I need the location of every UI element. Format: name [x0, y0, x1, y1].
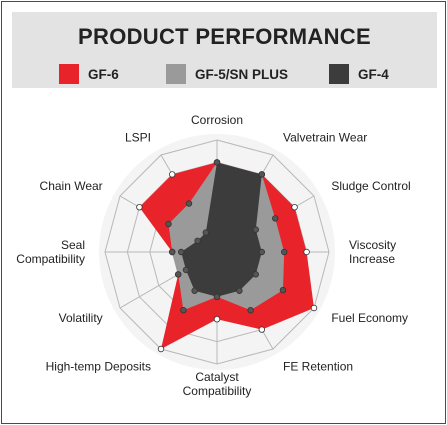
series-point-gf-4-8	[182, 266, 190, 274]
series-point-gf-4-10	[194, 237, 201, 244]
axis-label-11: LSPI	[125, 131, 151, 145]
legend-label-gf6: GF-6	[88, 66, 119, 82]
radar-series	[136, 159, 318, 353]
series-area-gf-4	[181, 162, 262, 297]
series-point-gf-4-6	[213, 293, 221, 300]
legend-swatch-gf4	[329, 64, 349, 84]
axis-label-1: Valvetrain Wear	[283, 131, 367, 145]
series-point-gf-6-11	[168, 171, 176, 178]
axis-label-3: Viscosity Increase	[349, 238, 396, 266]
axis-label-5: FE Retention	[283, 359, 353, 373]
axis-label-9: Seal Compatibility	[16, 238, 85, 266]
series-point-gf-6-5	[258, 326, 265, 333]
axis-label-2: Sludge Control	[331, 179, 410, 193]
chart-title: PRODUCT PERFORMANCE	[78, 24, 371, 49]
series-point-gf-4-1	[258, 171, 265, 178]
axis-label-6: Catalyst Compatibility	[183, 370, 252, 398]
legend-item-gf6: GF-6	[59, 64, 119, 84]
series-point-gf-5-sn-plus-3	[281, 248, 288, 256]
legend-item-gf5: GF-5/SN PLUS	[166, 64, 288, 84]
legend-item-gf4: GF-4	[329, 64, 389, 84]
series-point-gf-4-3	[258, 248, 265, 256]
axis-label-7: High-temp Deposits	[46, 359, 151, 373]
series-point-gf-5-sn-plus-9	[168, 248, 176, 256]
series-point-gf-6-7	[157, 345, 165, 353]
series-point-gf-6-10	[136, 203, 143, 211]
series-point-gf-6-6	[213, 316, 221, 323]
axis-label-4: Fuel Economy	[331, 311, 408, 325]
series-point-gf-5-sn-plus-2	[271, 215, 279, 222]
series-point-gf-5-sn-plus-8	[175, 271, 182, 278]
series-point-gf-6-4	[310, 304, 318, 312]
series-point-gf-5-sn-plus-11	[185, 200, 193, 207]
radar-axis-labels: Corrosion Valvetrain Wear Sludge Control Vi…	[16, 113, 410, 398]
series-point-gf-4-11	[202, 229, 209, 236]
series-point-gf-5-sn-plus-7	[180, 306, 187, 314]
axis-label-0: Corrosion	[191, 113, 243, 127]
series-point-gf-4-0	[213, 159, 221, 166]
series-point-gf-6-3	[303, 248, 310, 256]
series-point-gf-4-5	[236, 287, 243, 294]
series-point-gf-4-7	[191, 287, 198, 294]
chart-header: PRODUCT PERFORMANCE GF-6 GF-5/SN PLUS GF…	[12, 12, 437, 88]
legend-label-gf4: GF-4	[358, 66, 389, 82]
axis-label-8: Volatility	[59, 311, 103, 325]
series-point-gf-5-sn-plus-4	[279, 286, 287, 294]
legend-swatch-gf6	[59, 64, 79, 84]
series-point-gf-4-4	[252, 271, 259, 278]
series-point-gf-5-sn-plus-10	[165, 220, 172, 228]
legend-label-gf5: GF-5/SN PLUS	[195, 66, 289, 82]
axis-label-10: Chain Wear	[40, 179, 103, 193]
series-point-gf-6-2	[291, 203, 298, 211]
series-point-gf-4-9	[177, 248, 185, 256]
legend-swatch-gf5	[166, 64, 186, 84]
series-point-gf-5-sn-plus-5	[247, 306, 254, 314]
series-point-gf-4-2	[252, 226, 259, 233]
